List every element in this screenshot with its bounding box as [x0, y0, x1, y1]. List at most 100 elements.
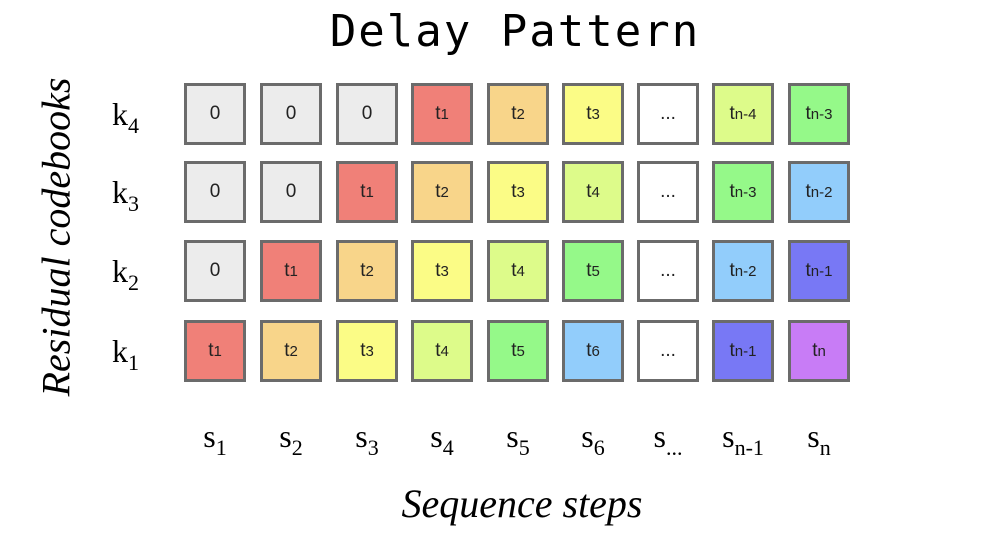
column-label-text: s [203, 418, 216, 454]
cell-text: t [812, 340, 818, 361]
row-label-text: k [112, 174, 128, 210]
cell-k4-s1: 0 [184, 83, 246, 145]
cell-subscript: 1 [440, 105, 449, 123]
cell-subscript: n-1 [810, 262, 833, 280]
column-label-9: sn [779, 418, 859, 461]
cell-text: t [511, 181, 517, 202]
cell-text: t [435, 103, 441, 124]
column-label-subscript: 3 [367, 435, 379, 460]
cell-k4-s7: ... [637, 83, 699, 145]
cell-text: t [360, 181, 366, 202]
column-label-subscript: 1 [215, 435, 227, 460]
cell-text: 0 [285, 181, 297, 202]
row-label-text: k [112, 253, 128, 289]
cell-subscript: 3 [440, 262, 449, 280]
column-label-text: s [653, 418, 666, 454]
cell-k1-s7: ... [637, 320, 699, 382]
column-label-subscript: 5 [518, 435, 530, 460]
cell-subscript: n [817, 342, 826, 360]
column-label-text: s [279, 418, 292, 454]
cell-k2-s9: t n-1 [788, 240, 850, 302]
cell-text: t [586, 260, 592, 281]
cell-text: ... [660, 340, 676, 361]
cell-text: ... [660, 103, 676, 124]
row-label-k1: k1 [112, 318, 152, 384]
x-axis-label: Sequence steps [401, 481, 643, 526]
column-label-1: s1 [175, 418, 255, 461]
column-label-subscript: n-1 [734, 435, 764, 460]
cell-text: t [511, 340, 517, 361]
cell-text: t [284, 340, 290, 361]
row-label-text: k [112, 96, 128, 132]
column-label-text: s [807, 418, 820, 454]
cell-text: 0 [209, 260, 221, 281]
row-label-subscript: 1 [128, 350, 139, 375]
y-axis-label: Residual codebooks [33, 77, 79, 397]
cell-subscript: 1 [365, 183, 374, 201]
cell-text: t [284, 260, 290, 281]
cell-subscript: n-2 [810, 183, 833, 201]
column-label-7: s... [628, 418, 708, 461]
cell-k3-s1: 0 [184, 161, 246, 223]
cell-subscript: n-4 [734, 105, 757, 123]
cell-text: t [435, 181, 441, 202]
cell-k3-s9: t n-2 [788, 161, 850, 223]
cell-text: t [729, 103, 735, 124]
cell-subscript: 1 [289, 262, 298, 280]
column-label-text: s [430, 418, 443, 454]
cell-subscript: 2 [440, 183, 449, 201]
cell-text: t [586, 181, 592, 202]
cell-subscript: 3 [365, 342, 374, 360]
cell-k2-s8: t n-2 [712, 240, 774, 302]
cell-subscript: 5 [516, 342, 525, 360]
cell-text: ... [660, 181, 676, 202]
row-label-k4: k4 [112, 81, 152, 147]
row-label-k3: k3 [112, 159, 152, 225]
cell-text: 0 [285, 103, 297, 124]
cell-k3-s2: 0 [260, 161, 322, 223]
cell-subscript: 2 [365, 262, 374, 280]
cell-text: t [511, 103, 517, 124]
cell-text: t [360, 260, 366, 281]
cell-subscript: 1 [213, 342, 222, 360]
cell-subscript: 4 [516, 262, 525, 280]
column-label-subscript: n [819, 435, 831, 460]
cell-text: t [805, 103, 811, 124]
cell-k4-s8: t n-4 [712, 83, 774, 145]
cell-subscript: 2 [289, 342, 298, 360]
cell-k4-s9: t n-3 [788, 83, 850, 145]
cell-text: t [208, 340, 214, 361]
cell-text: t [360, 340, 366, 361]
cell-text: 0 [209, 181, 221, 202]
cell-k3-s7: ... [637, 161, 699, 223]
cell-subscript: 5 [591, 262, 600, 280]
column-label-3: s3 [327, 418, 407, 461]
cell-text: 0 [361, 103, 373, 124]
column-label-8: sn-1 [703, 418, 783, 461]
cell-text: t [586, 103, 592, 124]
cell-subscript: n-1 [734, 342, 757, 360]
row-label-subscript: 3 [128, 191, 139, 216]
cell-k4-s3: 0 [336, 83, 398, 145]
column-label-subscript: 6 [593, 435, 605, 460]
diagram-title: Delay Pattern [329, 6, 701, 57]
column-label-subscript: 4 [442, 435, 454, 460]
cell-text: ... [660, 260, 676, 281]
cell-text: t [729, 260, 735, 281]
